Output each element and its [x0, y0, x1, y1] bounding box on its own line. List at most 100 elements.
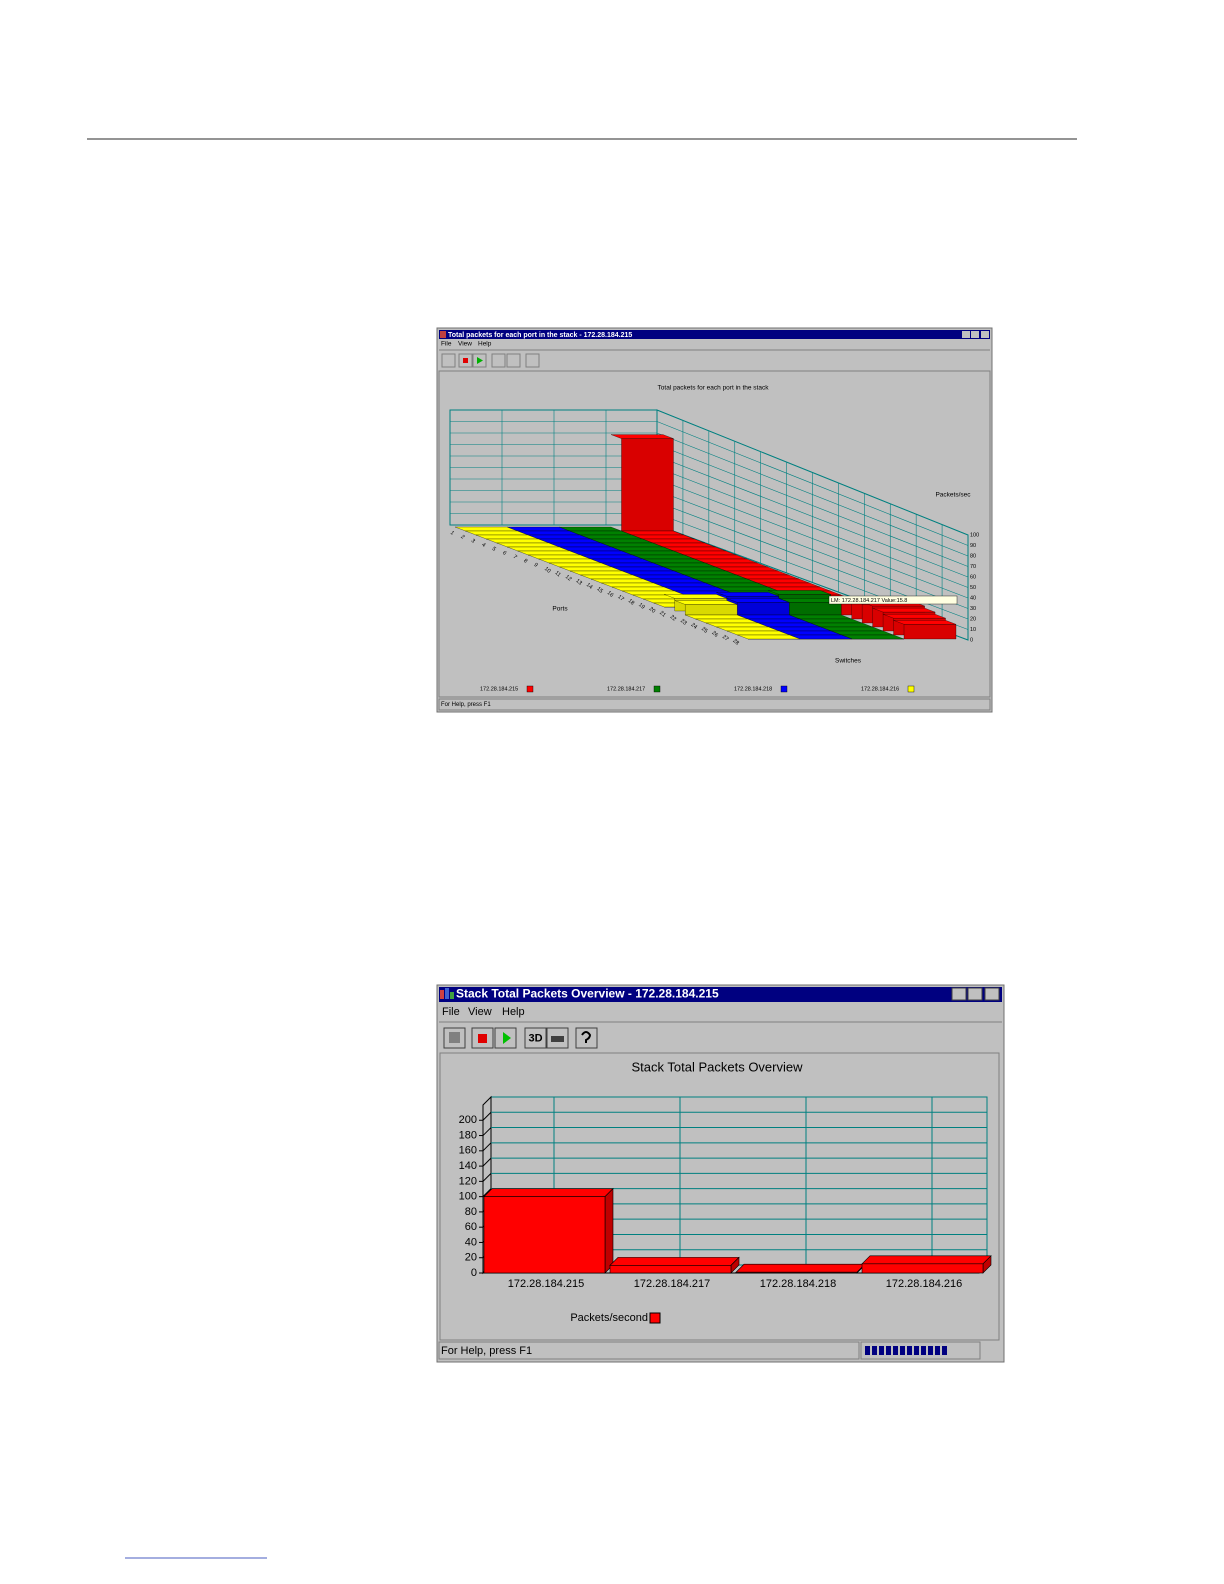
progress-fill — [865, 1346, 947, 1355]
bar-3d — [642, 538, 705, 544]
bar-top — [611, 546, 674, 552]
bar-3d — [695, 618, 759, 624]
x-tick-label: 3 — [470, 538, 476, 545]
bar-3d — [569, 530, 632, 536]
bar-top — [737, 614, 800, 620]
bar-3d — [570, 570, 633, 576]
menu-item[interactable]: View — [458, 341, 472, 348]
menu-item[interactable]: File — [442, 1006, 460, 1018]
bar-top — [538, 558, 602, 564]
bar-front — [903, 624, 957, 640]
bar-3d — [893, 620, 957, 640]
bar-3d — [517, 550, 581, 556]
maximize-button[interactable] — [967, 987, 983, 1001]
print-button[interactable] — [506, 353, 521, 368]
bar-top — [841, 634, 905, 640]
bar-3d — [579, 534, 643, 540]
tooltip — [828, 595, 958, 605]
window-title: Total packets for each port in the stack… — [448, 332, 632, 339]
bar-top — [673, 550, 737, 556]
z-tick-label: 20 — [970, 616, 976, 622]
status-bar — [438, 1341, 860, 1360]
bar-top — [663, 586, 727, 592]
play-icon — [477, 357, 483, 364]
save-button[interactable] — [441, 353, 456, 368]
bar-3d — [600, 542, 664, 548]
bar — [483, 1187, 614, 1274]
bar-top — [549, 562, 612, 568]
grid-line — [656, 409, 969, 536]
bar-top — [465, 530, 528, 536]
play-icon — [503, 1032, 511, 1044]
grid-line — [656, 467, 969, 588]
bar-top — [496, 542, 560, 548]
minimize-button[interactable] — [951, 987, 967, 1001]
bar-3d — [632, 554, 695, 560]
grid-line — [656, 478, 969, 599]
bar-top — [579, 534, 643, 540]
bar-top — [726, 570, 789, 576]
bar-3d — [558, 526, 622, 532]
bar-top — [558, 526, 622, 532]
app-icon — [440, 990, 444, 999]
legend-label: 172.28.184.216 — [861, 686, 899, 692]
help-button[interactable] — [525, 353, 540, 368]
bar-3d — [820, 626, 884, 632]
3d-button[interactable] — [491, 353, 506, 368]
bar-3d — [747, 618, 811, 624]
menu-item[interactable]: Help — [478, 341, 492, 348]
bar-top — [631, 534, 695, 540]
x-tick-label: 11 — [553, 570, 561, 578]
bar-top — [810, 622, 873, 628]
x-tick-label: 12 — [564, 574, 573, 583]
bar-3d — [610, 434, 674, 532]
bar-front — [483, 1196, 606, 1274]
bar-top — [706, 622, 769, 628]
minimize-button[interactable] — [962, 331, 970, 338]
3d-button[interactable] — [524, 1027, 547, 1049]
bar-top — [705, 562, 768, 568]
x-tick-label: 7 — [512, 554, 518, 561]
bar-top — [694, 578, 758, 584]
menu-item[interactable]: File — [441, 341, 452, 348]
bar-3d — [716, 626, 780, 632]
y-tick-label: 120 — [459, 1175, 477, 1187]
x-tick-label: 24 — [689, 622, 698, 631]
x-tick-label: 20 — [648, 606, 657, 615]
bar-top — [632, 574, 696, 580]
bar-3d — [663, 566, 727, 572]
bar-top — [621, 530, 684, 536]
x-tick-label: 14 — [585, 582, 594, 591]
close-button[interactable] — [981, 331, 989, 338]
legend-swatch — [907, 685, 915, 693]
bar-top — [737, 634, 801, 640]
grid-line — [482, 1111, 492, 1121]
x-tick-label: 172.28.184.215 — [508, 1278, 584, 1290]
z-tick-label: 60 — [970, 574, 976, 580]
y-tick-label: 180 — [459, 1129, 477, 1141]
bar-3d — [737, 634, 801, 640]
bar-3d — [580, 554, 643, 560]
bar-3d — [601, 582, 665, 588]
bar-3d — [736, 574, 800, 580]
menu-item[interactable]: View — [468, 1006, 492, 1018]
bar-3d — [653, 562, 716, 568]
help-button[interactable] — [575, 1027, 598, 1049]
legend-swatch — [649, 1312, 661, 1324]
bar-3d — [715, 566, 779, 572]
bar-top — [528, 554, 591, 560]
bar-top — [570, 570, 633, 576]
maximize-button[interactable] — [971, 331, 979, 338]
close-button[interactable] — [984, 987, 1000, 1001]
bar-3d — [674, 600, 738, 616]
y-tick-label: 160 — [459, 1145, 477, 1157]
z-tick-label: 0 — [970, 637, 973, 643]
save-icon — [449, 1032, 460, 1043]
x-axis-label: Ports — [552, 606, 568, 613]
z-tick-label: 10 — [970, 627, 976, 633]
bar-top — [590, 538, 653, 544]
x-tick-label: 1 — [449, 530, 455, 537]
bar-top — [569, 550, 633, 556]
grid-line — [482, 1188, 492, 1197]
menu-item[interactable]: Help — [502, 1006, 525, 1018]
